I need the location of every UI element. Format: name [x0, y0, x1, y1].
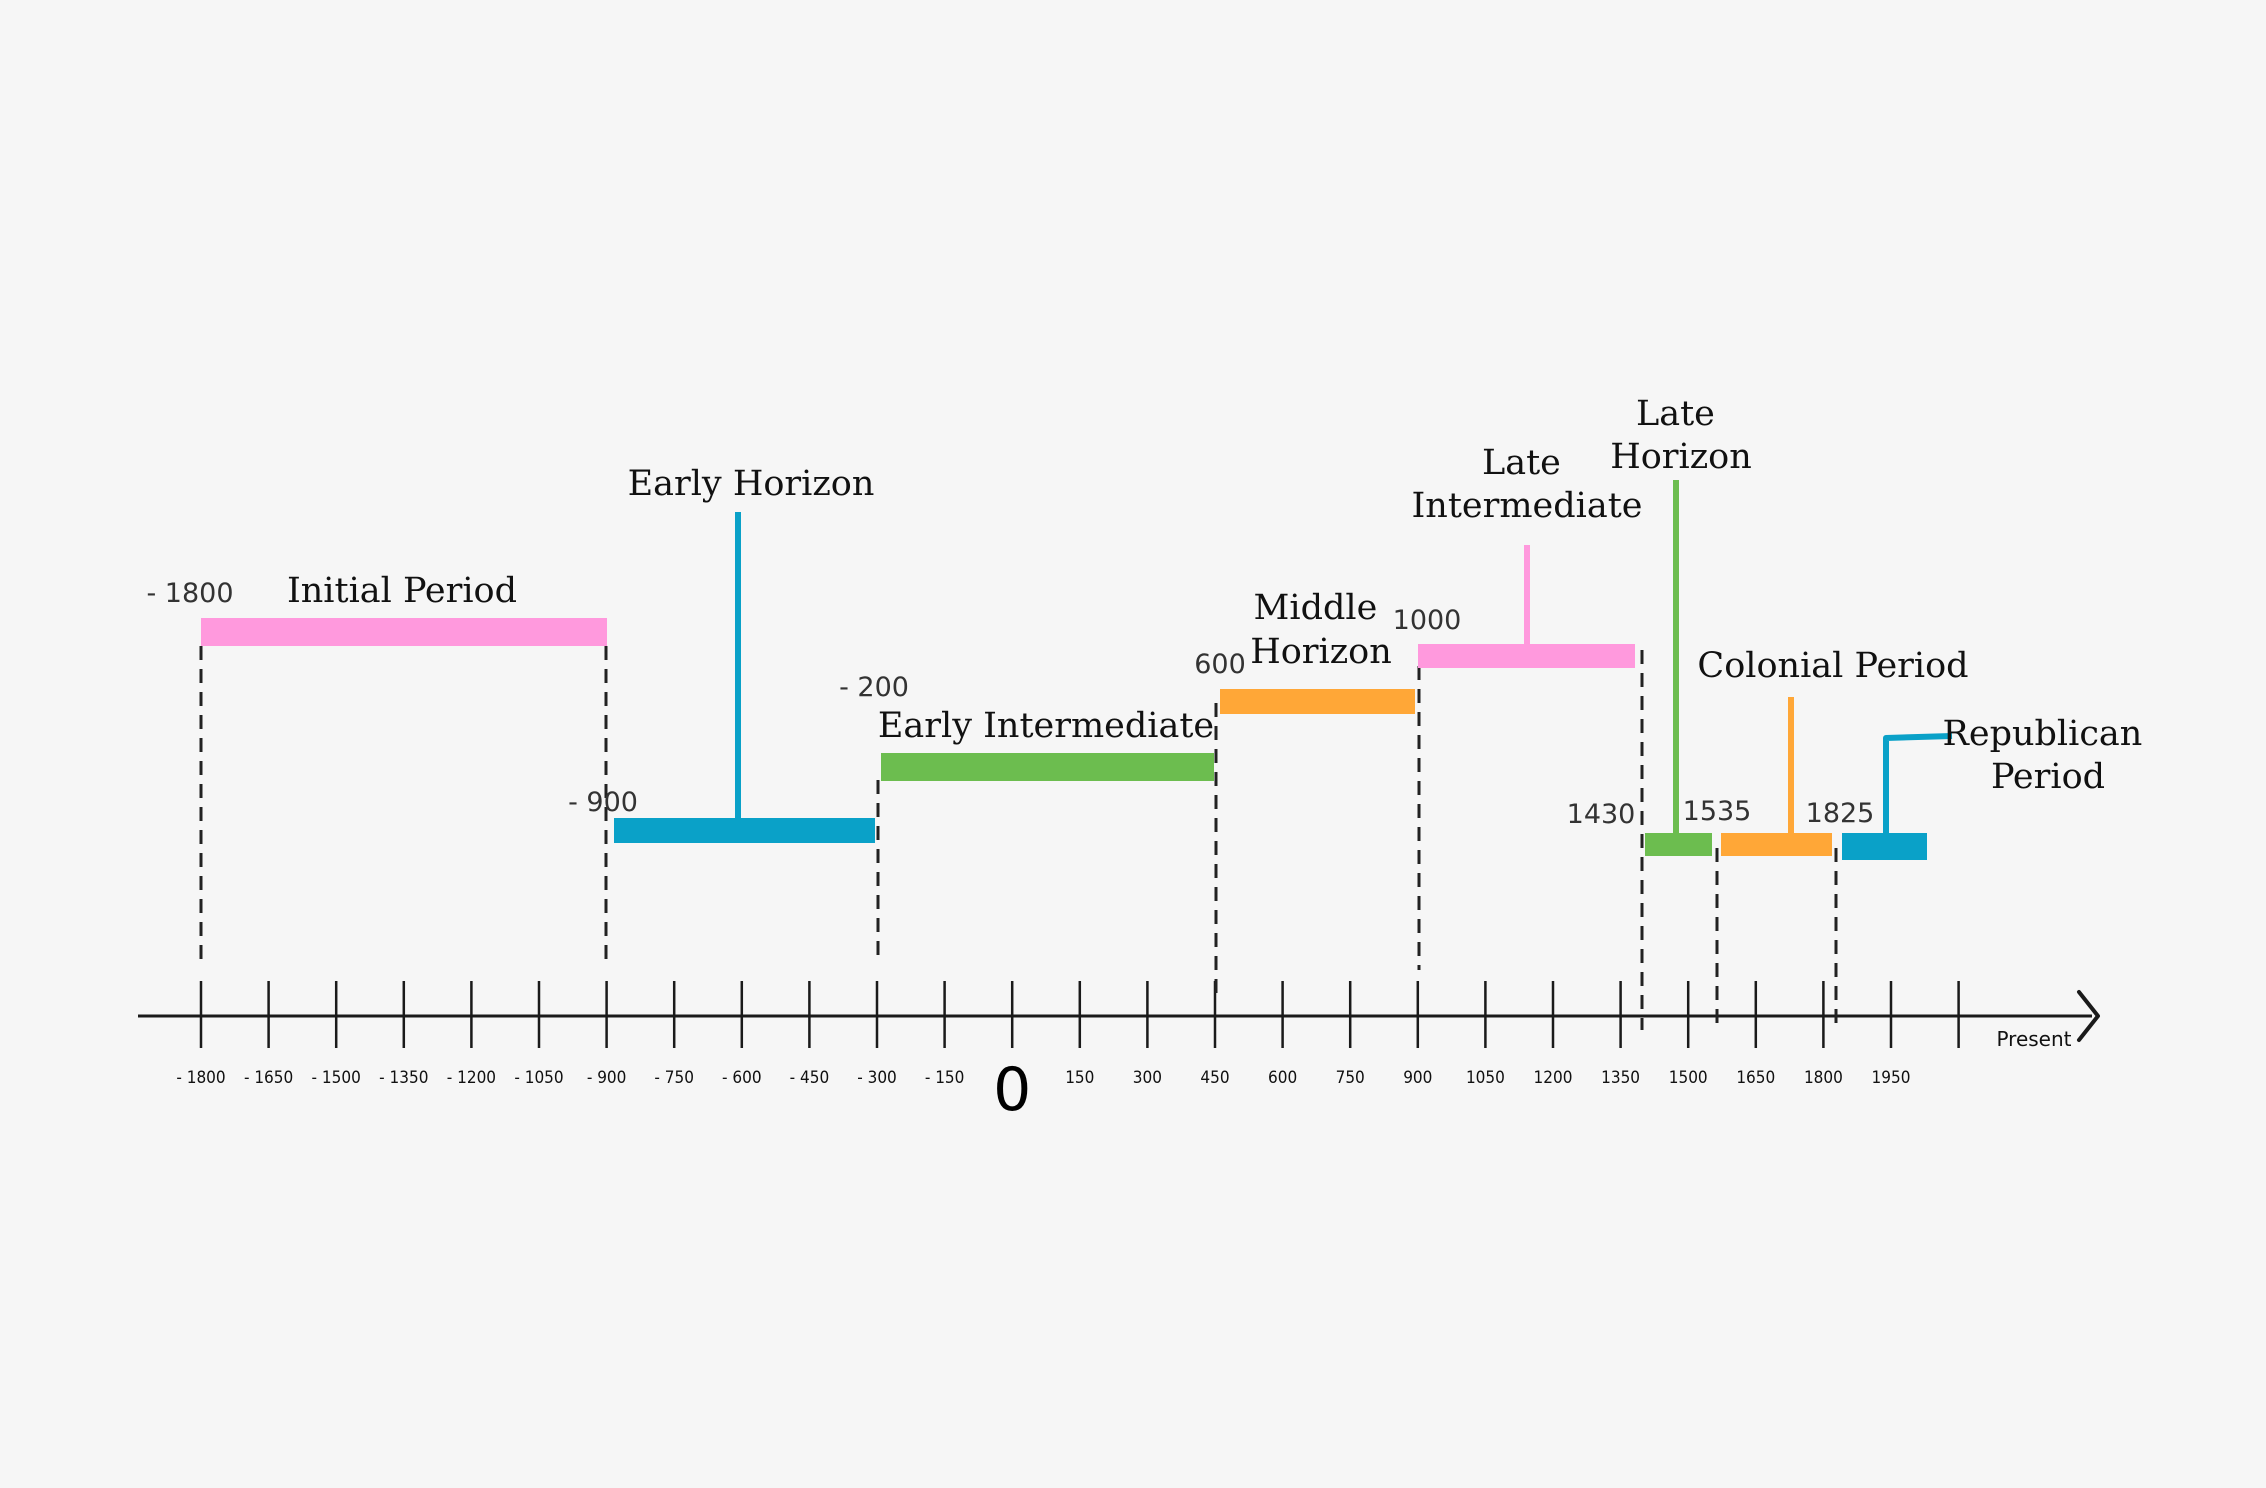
axis-tick-label: 600 — [1268, 1068, 1297, 1088]
axis-tick-label: - 600 — [722, 1068, 762, 1088]
period-name-label: Colonial Period — [1697, 646, 1968, 686]
period-republican: 1825 Republican Period — [1806, 714, 2154, 860]
period-start-label: 600 — [1194, 649, 1246, 680]
period-start-label: - 900 — [568, 787, 638, 818]
period-name-label: Late Horizon — [1610, 394, 1752, 477]
period-bar — [201, 618, 607, 646]
period-name-label: Republican Period — [1943, 714, 2154, 797]
axis-tick-label: - 150 — [925, 1068, 965, 1088]
axis-tick-labels: - 1800- 1650- 1500- 1350- 1200- 1050- 90… — [176, 1055, 1910, 1125]
axis-tick-label: - 1350 — [379, 1068, 428, 1088]
axis-tick-label: 1800 — [1804, 1068, 1843, 1088]
axis-tick-label: 1500 — [1669, 1068, 1708, 1088]
axis-tick-label: 1950 — [1872, 1068, 1911, 1088]
axis-tick-label: 750 — [1336, 1068, 1365, 1088]
period-start-label: - 200 — [839, 672, 909, 703]
axis-tick-label: 1200 — [1534, 1068, 1573, 1088]
axis-tick-label: 150 — [1065, 1068, 1094, 1088]
period-early-horizon: - 900 Early Horizon — [568, 464, 875, 843]
period-late-intermediate: 1000 Late Intermediate — [1393, 443, 1644, 1030]
axis-tick-label: 0 — [993, 1055, 1031, 1125]
period-bar — [1842, 833, 1927, 860]
period-bar — [1220, 689, 1415, 714]
period-name-label: Early Horizon — [628, 464, 875, 504]
axis-tick-label: 300 — [1133, 1068, 1162, 1088]
period-start-label: 1825 — [1806, 798, 1875, 829]
period-bar — [614, 818, 875, 843]
period-bar — [1418, 644, 1635, 668]
period-initial: - 1800 Initial Period — [146, 571, 608, 968]
axis-tick-label: - 450 — [790, 1068, 830, 1088]
period-start-label: 1430 — [1567, 799, 1636, 830]
axis-tick-label: 1050 — [1466, 1068, 1505, 1088]
axis-tick-label: - 1500 — [312, 1068, 361, 1088]
axis-tick-label: - 1800 — [176, 1068, 225, 1088]
period-colonial: 1535 Colonial Period — [1683, 646, 1969, 1030]
period-bar — [881, 753, 1214, 781]
axis-tick-label: - 900 — [587, 1068, 627, 1088]
axis-tick-label: 1650 — [1736, 1068, 1775, 1088]
period-late-horizon: 1430 Late Horizon — [1567, 394, 1752, 1030]
axis-end-label: Present — [1996, 1027, 2071, 1051]
period-name-label: Early Intermediate — [878, 706, 1214, 746]
axis-tick-label: - 1050 — [514, 1068, 563, 1088]
axis-tick-label: - 300 — [857, 1068, 897, 1088]
axis-ticks — [199, 981, 1960, 1048]
axis-arrow-icon — [2077, 990, 2100, 1042]
period-start-label: 1535 — [1683, 796, 1752, 827]
axis-tick-label: - 750 — [654, 1068, 694, 1088]
period-bar — [1721, 833, 1832, 856]
period-start-label: - 1800 — [146, 578, 233, 609]
axis-tick-label: - 1650 — [244, 1068, 293, 1088]
axis-tick-label: 1350 — [1601, 1068, 1640, 1088]
period-leader-line — [1883, 733, 1953, 833]
period-name-label: Initial Period — [287, 571, 517, 611]
period-name-label: Middle Horizon — [1250, 588, 1392, 672]
period-name-label: Late Intermediate — [1411, 443, 1642, 526]
axis-tick-label: 900 — [1403, 1068, 1432, 1088]
period-bar — [1645, 833, 1712, 856]
axis-tick-label: - 1200 — [447, 1068, 496, 1088]
axis-tick-label: 450 — [1200, 1068, 1229, 1088]
period-early-intermediate: - 200 Early Intermediate — [839, 672, 1214, 958]
period-middle-horizon: 600 Middle Horizon — [1194, 588, 1415, 998]
period-start-label: 1000 — [1393, 605, 1462, 636]
